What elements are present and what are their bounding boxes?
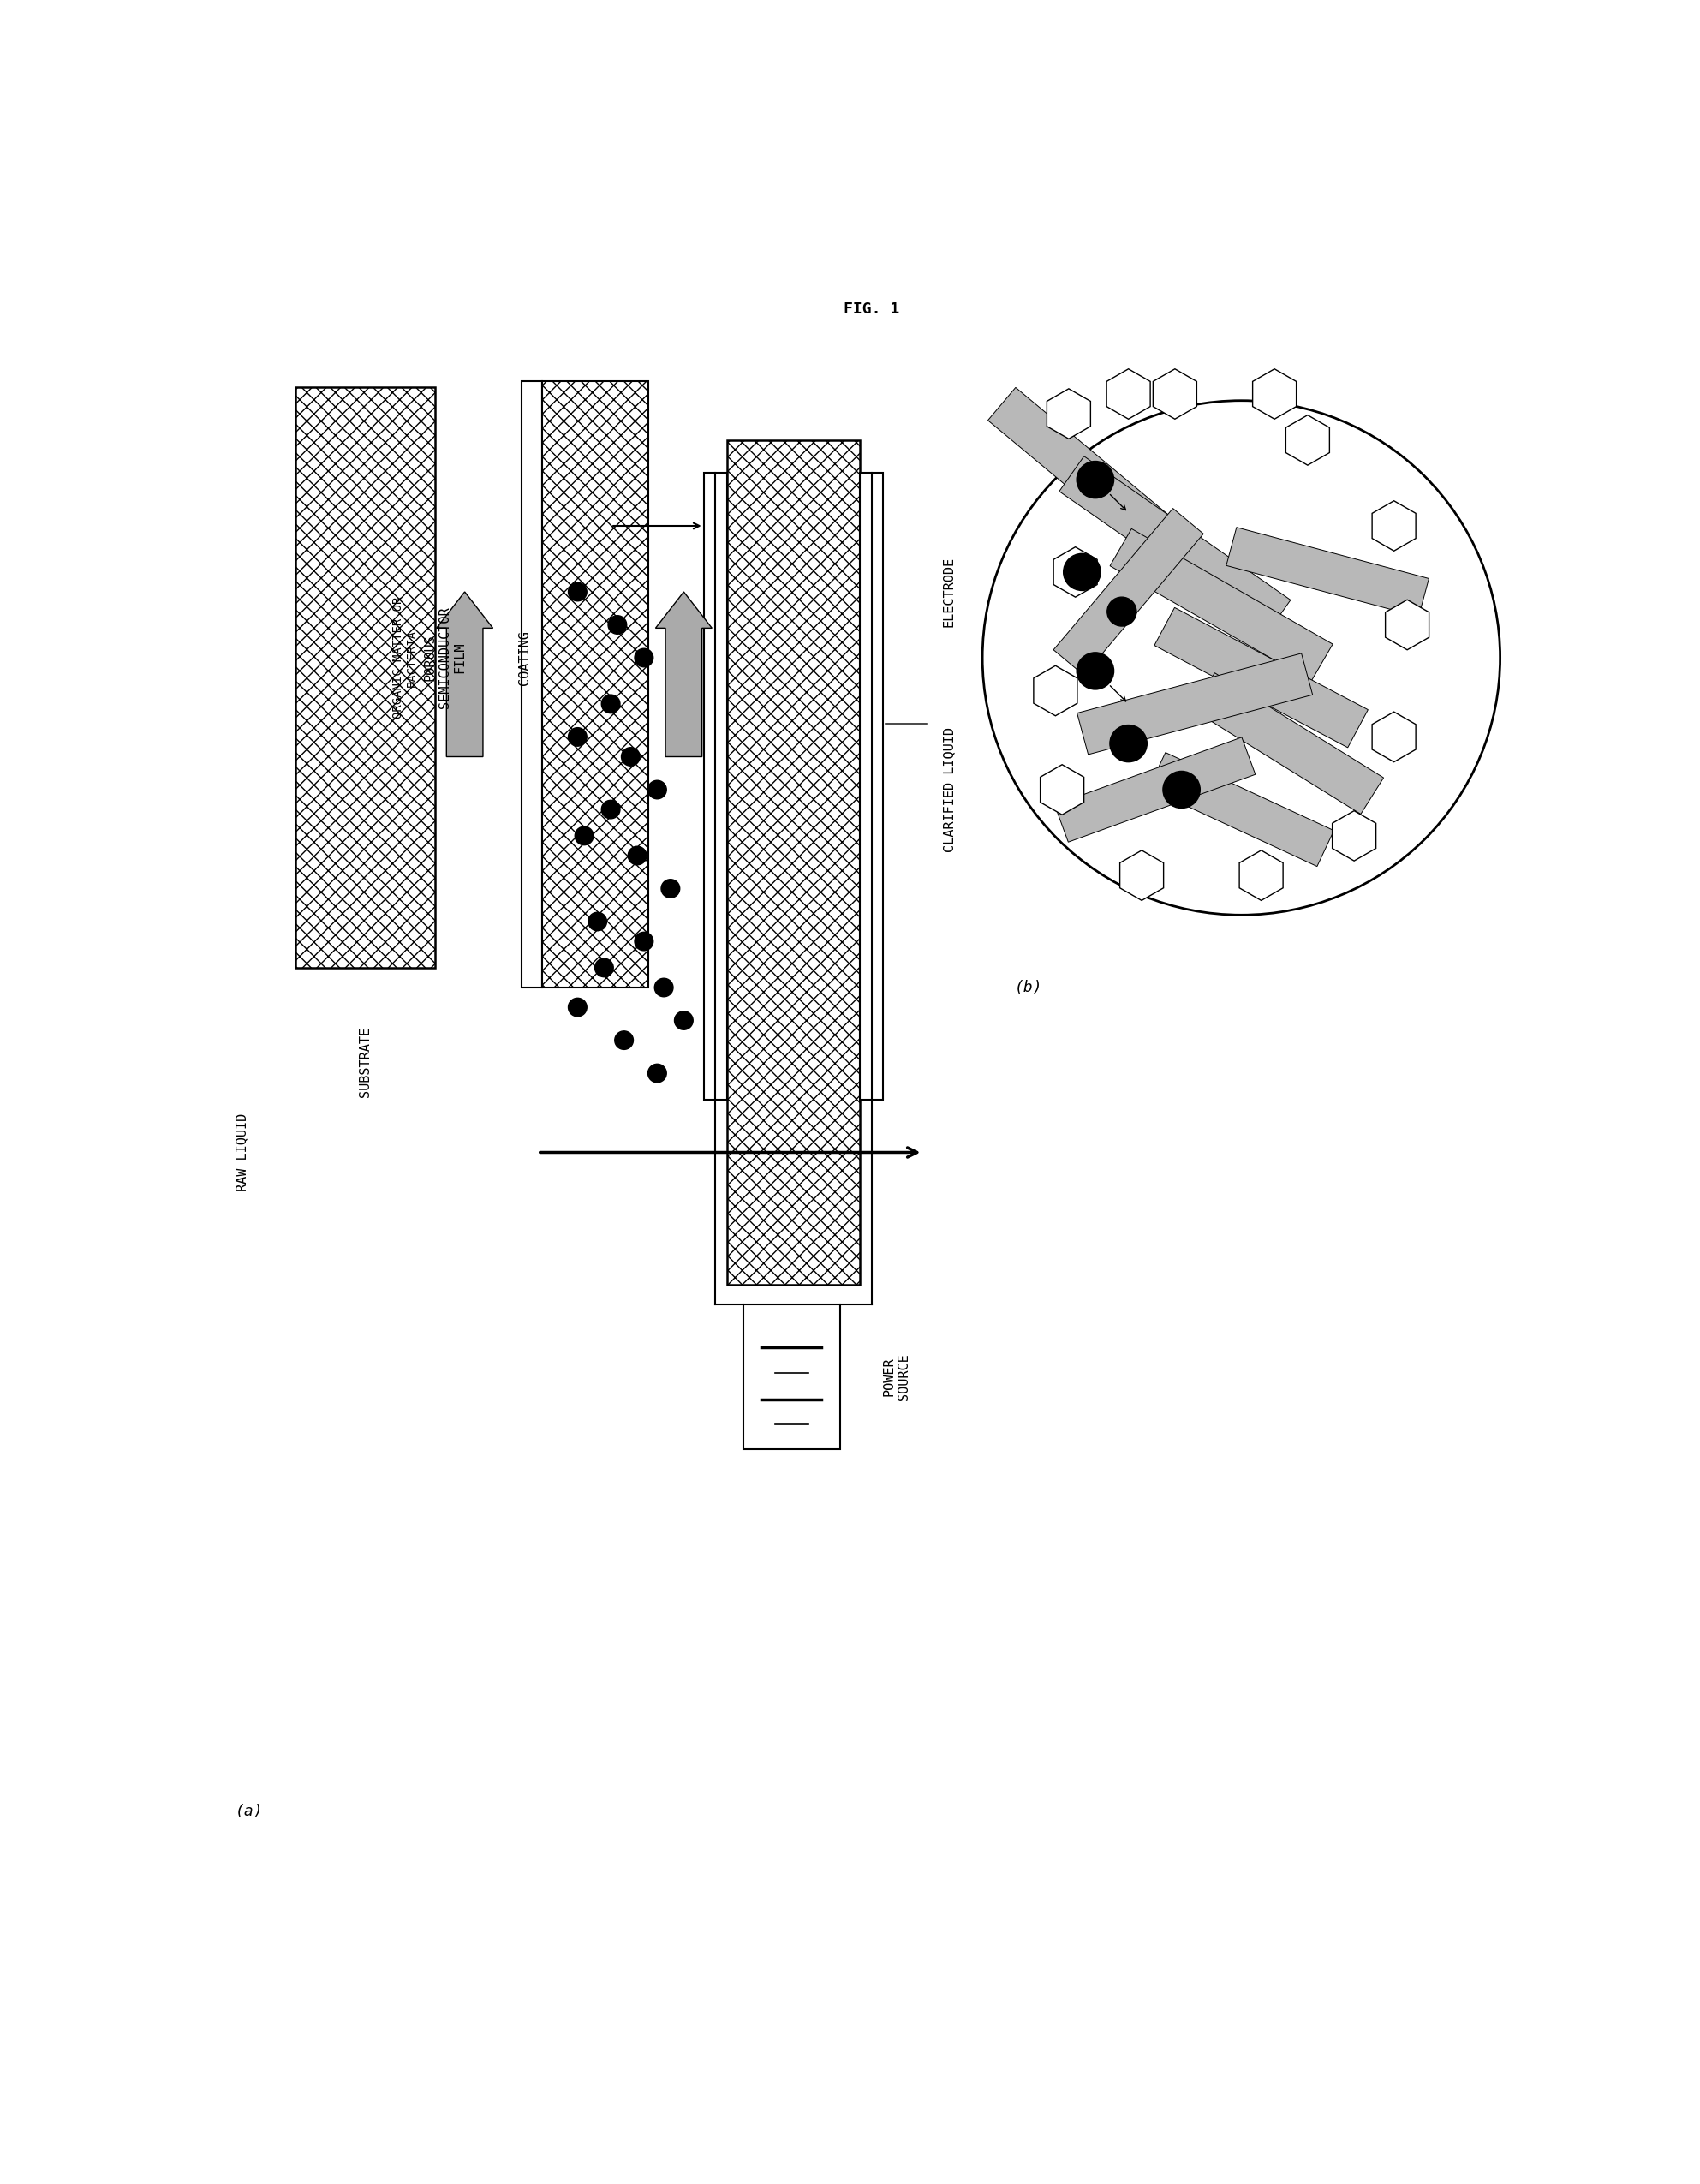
Circle shape (595, 959, 614, 976)
Text: ELECTRODE: ELECTRODE (944, 557, 955, 627)
Polygon shape (1054, 738, 1255, 843)
Polygon shape (1239, 850, 1284, 900)
FancyArrow shape (437, 592, 493, 756)
Circle shape (568, 998, 586, 1016)
Circle shape (627, 847, 646, 865)
Circle shape (588, 913, 607, 930)
Text: ORGANIC MATTER OR
BACTERIA: ORGANIC MATTER OR BACTERIA (393, 596, 418, 719)
Circle shape (1076, 653, 1114, 690)
Polygon shape (1120, 850, 1163, 900)
Circle shape (634, 933, 653, 950)
Polygon shape (1047, 389, 1091, 439)
FancyArrow shape (656, 592, 712, 756)
Polygon shape (1372, 500, 1416, 550)
Circle shape (1110, 725, 1148, 762)
Polygon shape (1040, 764, 1085, 815)
Polygon shape (1110, 529, 1333, 681)
Polygon shape (988, 387, 1229, 598)
Circle shape (648, 780, 666, 799)
Polygon shape (1285, 415, 1329, 465)
Polygon shape (1192, 673, 1384, 815)
Polygon shape (1054, 546, 1096, 596)
Polygon shape (1253, 369, 1297, 419)
Circle shape (1076, 461, 1114, 498)
Polygon shape (1333, 810, 1375, 860)
Polygon shape (1154, 607, 1368, 747)
Bar (296, 387, 435, 968)
Polygon shape (1372, 712, 1416, 762)
Polygon shape (1153, 369, 1197, 419)
Circle shape (609, 616, 627, 633)
Circle shape (983, 400, 1499, 915)
Bar (522, 380, 542, 987)
Polygon shape (1226, 526, 1430, 616)
Polygon shape (1078, 653, 1312, 753)
Text: RAW LIQUID: RAW LIQUID (236, 1114, 248, 1192)
Polygon shape (1385, 601, 1430, 651)
Circle shape (634, 649, 653, 666)
Text: POROUS
SEMICONDUCTOR
FILM: POROUS SEMICONDUCTOR FILM (423, 607, 466, 708)
Polygon shape (1054, 509, 1204, 675)
Text: CLARIFIED LIQUID: CLARIFIED LIQUID (944, 727, 955, 852)
Circle shape (675, 1011, 694, 1029)
Text: FIG. 1: FIG. 1 (843, 301, 899, 317)
Polygon shape (1059, 456, 1290, 636)
Polygon shape (1107, 369, 1151, 419)
Bar (704, 474, 728, 1099)
Circle shape (648, 1064, 666, 1083)
Polygon shape (1149, 753, 1334, 867)
Text: (b): (b) (1015, 981, 1042, 996)
Bar (728, 441, 860, 1284)
Circle shape (654, 978, 673, 996)
Text: POWER
SOURCE: POWER SOURCE (882, 1354, 910, 1400)
Circle shape (1163, 771, 1200, 808)
Circle shape (602, 799, 620, 819)
Text: (a): (a) (235, 1804, 263, 1819)
Text: COATING: COATING (518, 631, 530, 686)
Circle shape (615, 1031, 634, 1051)
Circle shape (568, 727, 586, 747)
Bar (860, 474, 882, 1099)
Circle shape (575, 826, 593, 845)
Text: SUBSTRATE: SUBSTRATE (359, 1026, 372, 1096)
Bar (743, 1304, 840, 1450)
Circle shape (568, 583, 586, 601)
Polygon shape (1034, 666, 1078, 716)
Bar (542, 380, 649, 987)
Circle shape (602, 695, 620, 714)
Circle shape (1064, 553, 1100, 590)
Circle shape (661, 880, 680, 898)
Circle shape (622, 747, 639, 767)
Circle shape (1107, 596, 1136, 627)
